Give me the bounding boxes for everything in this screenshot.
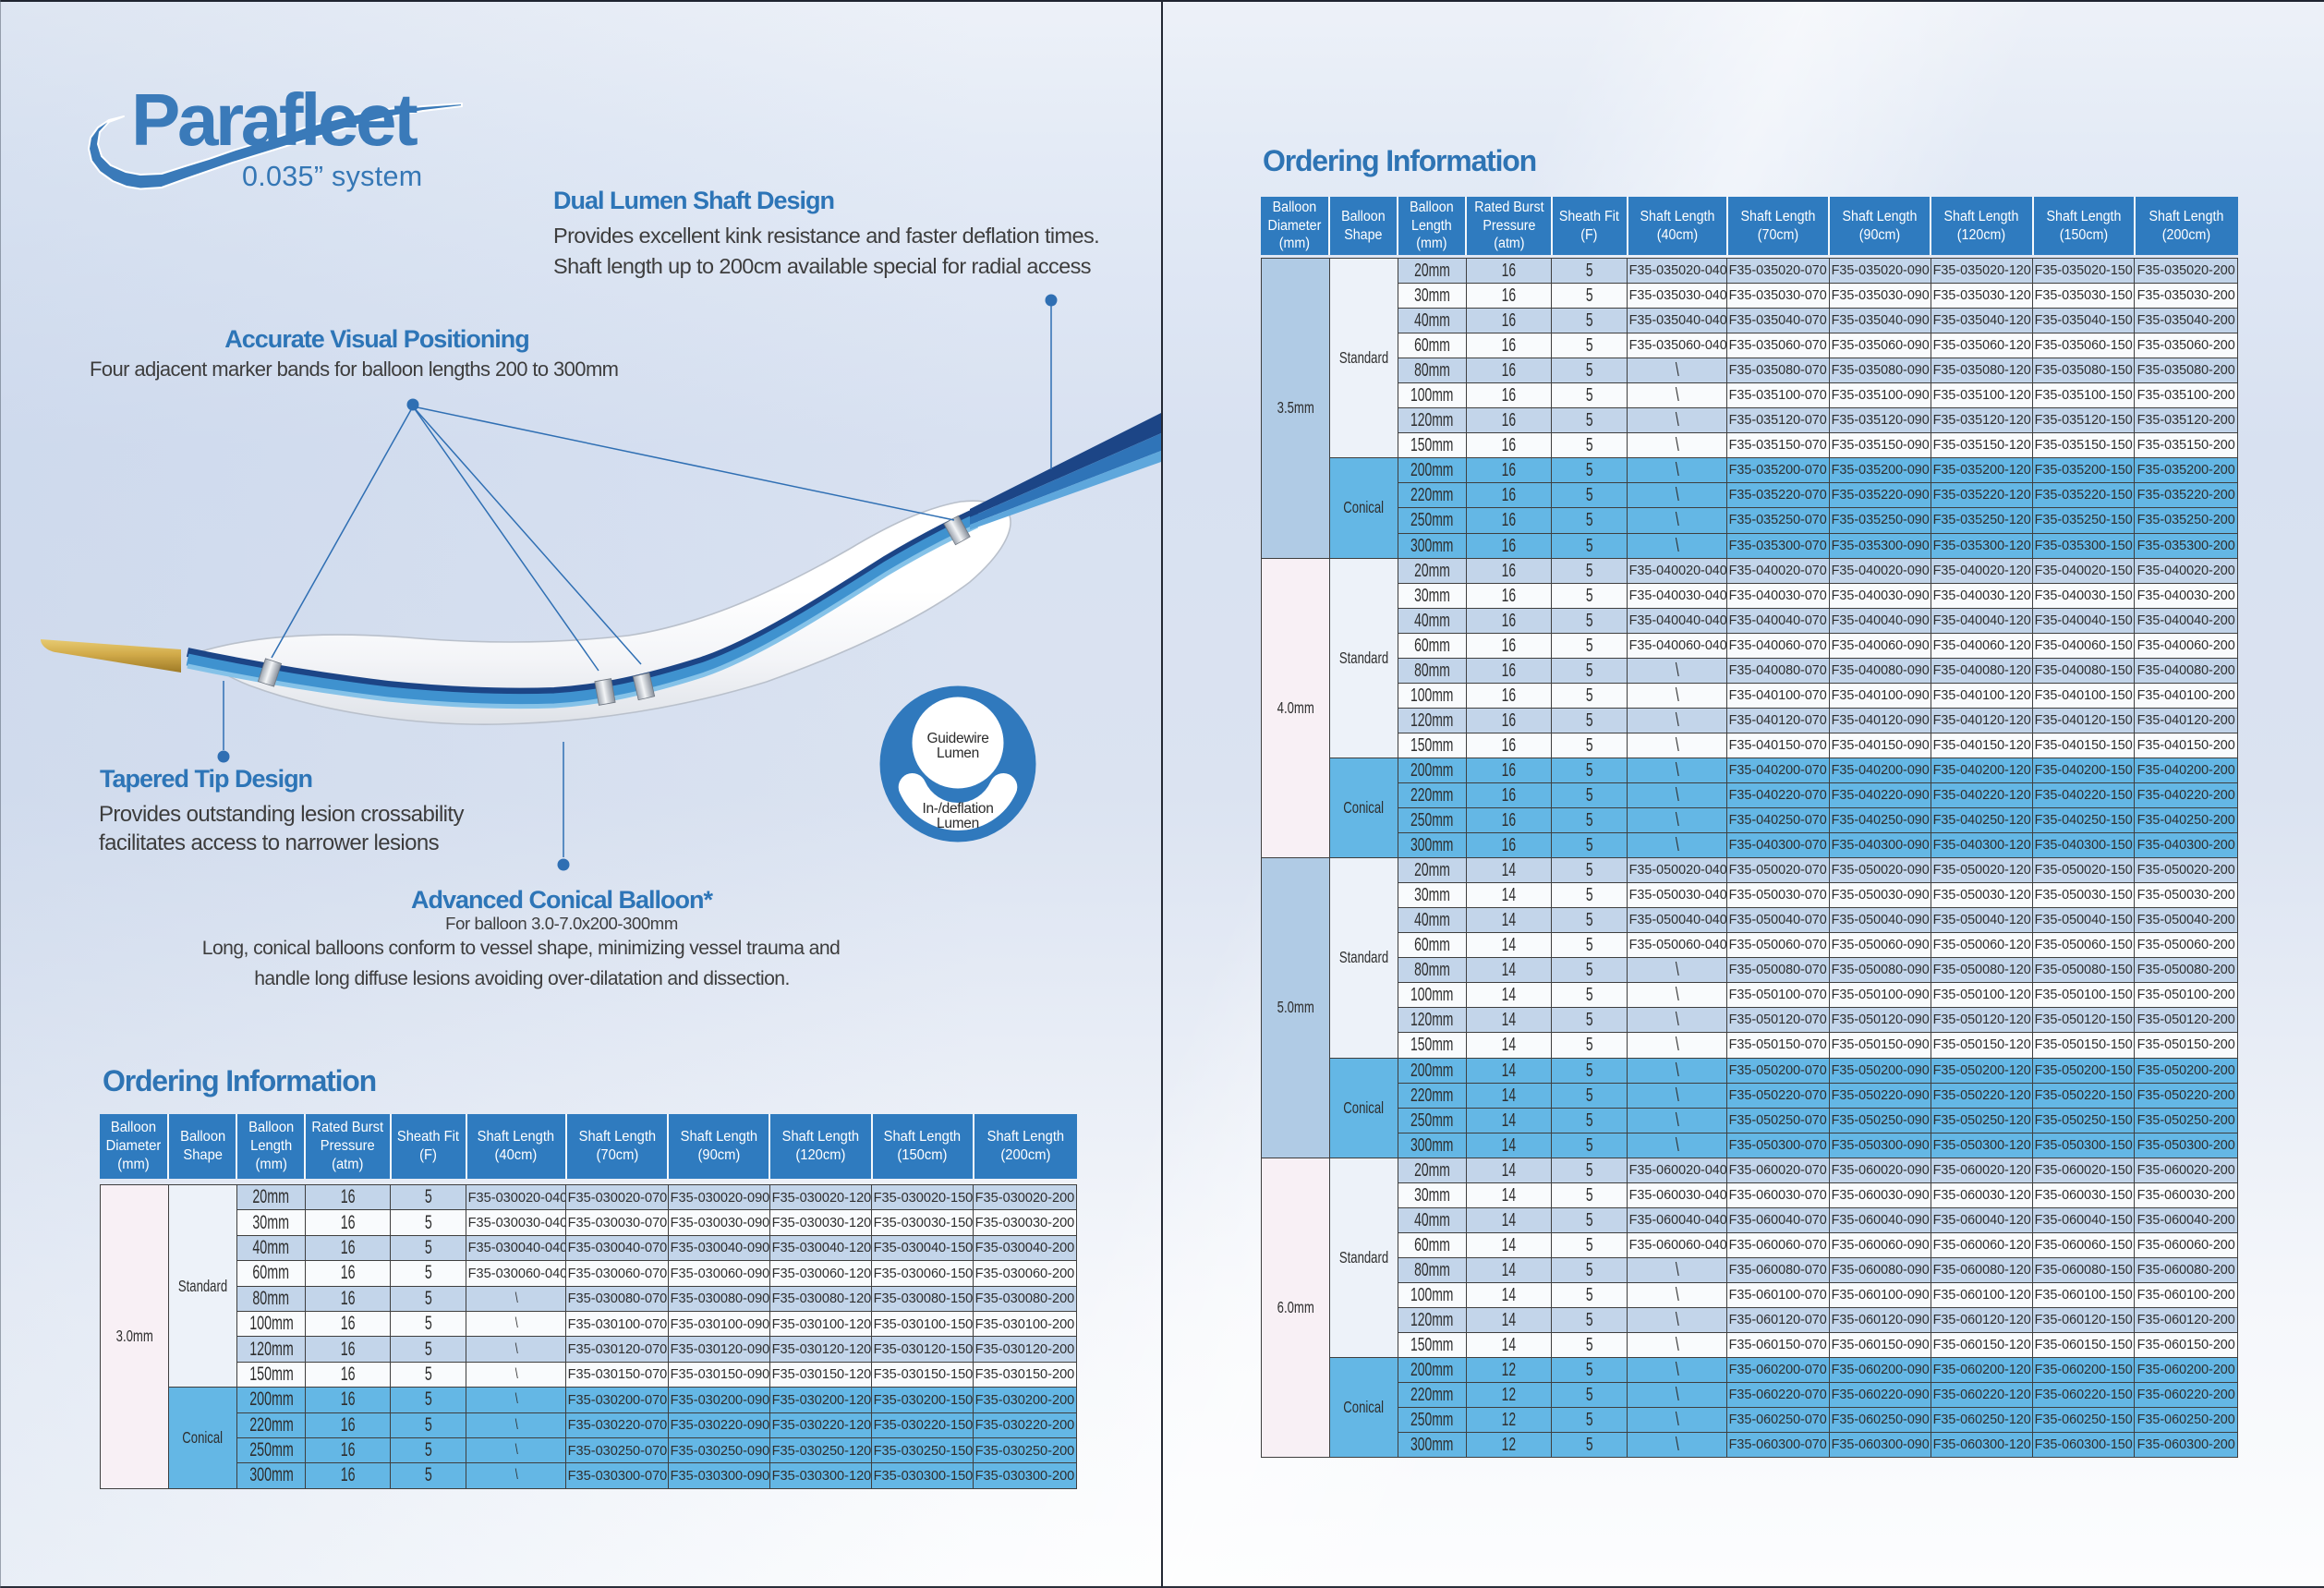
svg-text:Lumen: Lumen	[937, 816, 979, 831]
svg-text:Lumen: Lumen	[937, 746, 979, 761]
svg-text:Guidewire: Guidewire	[926, 731, 988, 746]
svg-text:In-/deflation: In-/deflation	[922, 801, 993, 817]
